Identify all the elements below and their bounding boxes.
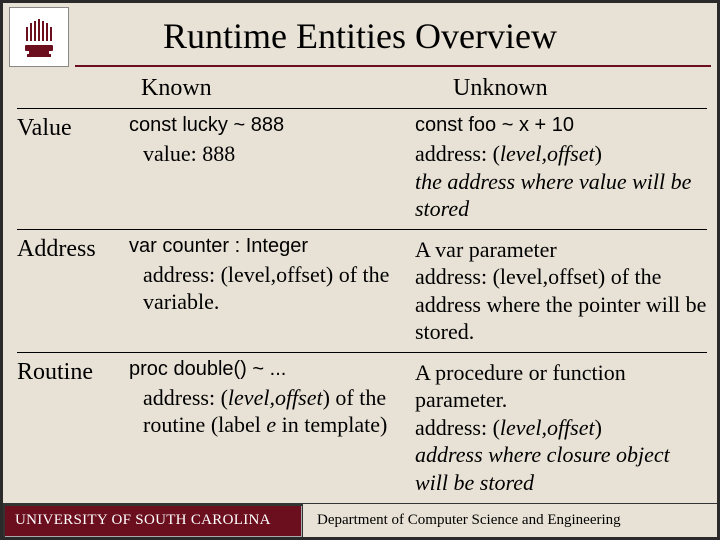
footer-university: UNIVERSITY OF SOUTH CAROLINA xyxy=(3,503,303,537)
text-fragment: address: ( xyxy=(143,385,228,410)
body-text: A procedure or function parameter. addre… xyxy=(415,359,707,497)
header: Runtime Entities Overview xyxy=(3,3,717,67)
code-text: const lucky ~ 888 xyxy=(129,113,409,138)
italic-text: the address where value will be stored xyxy=(415,169,691,222)
body-text: address: (level,offset) of the routine (… xyxy=(129,384,409,439)
page-title: Runtime Entities Overview xyxy=(3,11,717,65)
code-text: var counter : Integer xyxy=(129,234,409,259)
university-logo xyxy=(9,7,69,67)
footer-department: Department of Computer Science and Engin… xyxy=(303,503,717,537)
cell-value-unknown: const foo ~ x + 10 address: (level,offse… xyxy=(415,113,707,223)
italic-text: e xyxy=(266,412,276,437)
code-text: const foo ~ x + 10 xyxy=(415,113,707,138)
text-fragment: A procedure or function parameter. xyxy=(415,360,626,413)
body-text: value: 888 xyxy=(129,140,409,168)
text-fragment: address: ( xyxy=(415,141,500,166)
cell-address-known: var counter : Integer address: (level,of… xyxy=(129,234,415,346)
column-header-known: Known xyxy=(129,73,415,108)
cell-routine-known: proc double() ~ ... address: (level,offs… xyxy=(129,357,415,497)
footer: UNIVERSITY OF SOUTH CAROLINA Department … xyxy=(3,503,717,537)
text-fragment: ) xyxy=(595,415,602,440)
table-header-row: Known Unknown xyxy=(17,73,707,109)
text-fragment: address: ( xyxy=(415,415,500,440)
slide: Runtime Entities Overview Known Unknown … xyxy=(0,0,720,540)
entities-table: Known Unknown Value const lucky ~ 888 va… xyxy=(17,73,707,502)
row-label-value: Value xyxy=(17,113,129,223)
header-spacer xyxy=(17,73,129,108)
column-header-unknown: Unknown xyxy=(415,73,707,108)
table-row: Address var counter : Integer address: (… xyxy=(17,230,707,353)
text-fragment: ) xyxy=(595,141,602,166)
table-row: Value const lucky ~ 888 value: 888 const… xyxy=(17,109,707,230)
text-fragment: A var parameter xyxy=(415,237,557,262)
italic-text: level,offset xyxy=(500,415,595,440)
body-text: A var parameter address: (level,offset) … xyxy=(415,236,707,346)
title-rule xyxy=(75,65,711,67)
code-text: proc double() ~ ... xyxy=(129,357,409,382)
cell-address-unknown: A var parameter address: (level,offset) … xyxy=(415,234,707,346)
body-text: address: (level,offset) the address wher… xyxy=(415,140,707,223)
cell-value-known: const lucky ~ 888 value: 888 xyxy=(129,113,415,223)
row-label-routine: Routine xyxy=(17,357,129,497)
italic-text: level,offset xyxy=(228,385,323,410)
text-fragment: in template) xyxy=(276,412,387,437)
cell-routine-unknown: A procedure or function parameter. addre… xyxy=(415,357,707,497)
italic-text: address where closure object will be sto… xyxy=(415,442,670,495)
text-fragment: address: (level,offset) of the address w… xyxy=(415,264,706,344)
table-row: Routine proc double() ~ ... address: (le… xyxy=(17,353,707,503)
italic-text: level,offset xyxy=(500,141,595,166)
row-label-address: Address xyxy=(17,234,129,346)
body-text: address: (level,offset) of the variable. xyxy=(129,261,409,316)
